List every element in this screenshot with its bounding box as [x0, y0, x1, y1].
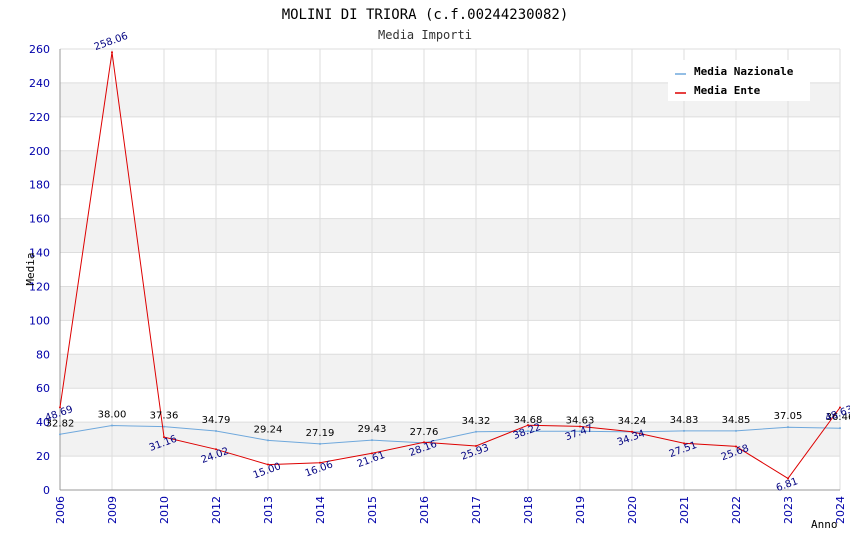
- data-label: 34.24: [618, 416, 647, 427]
- y-tick-label: 80: [36, 348, 50, 361]
- data-point: [163, 425, 165, 428]
- data-label: 34.79: [202, 415, 231, 426]
- grid-band: [60, 354, 840, 389]
- data-label: 38.00: [98, 410, 127, 421]
- data-point: [527, 430, 529, 433]
- grid-band: [60, 218, 840, 253]
- data-point: [111, 51, 113, 54]
- x-tick-label: 2020: [626, 496, 639, 524]
- data-point: [319, 461, 321, 464]
- x-tick-label: 2012: [210, 496, 223, 524]
- x-tick-label: 2019: [574, 496, 587, 524]
- data-label: 29.24: [254, 424, 283, 435]
- data-label: 34.85: [722, 415, 751, 426]
- data-point: [423, 441, 425, 444]
- data-point: [735, 445, 737, 448]
- data-point: [371, 452, 373, 455]
- data-point: [371, 439, 373, 442]
- grid-band: [60, 422, 840, 457]
- data-point: [163, 436, 165, 439]
- data-label: 32.82: [46, 418, 75, 429]
- grid-band: [60, 150, 840, 185]
- data-label: 34.68: [514, 415, 543, 426]
- data-point: [839, 427, 841, 430]
- y-tick-label: 0: [43, 484, 50, 497]
- x-tick-label: 2018: [522, 496, 535, 524]
- data-label: 27.19: [306, 428, 335, 439]
- y-tick-label: 160: [29, 213, 50, 226]
- data-point: [111, 424, 113, 427]
- y-tick-label: 260: [29, 43, 50, 56]
- chart-title: MOLINI DI TRIORA (c.f.00244230082): [282, 7, 569, 23]
- data-label: 36.46: [826, 412, 850, 423]
- x-axis-ticks: 2006 2009 2010 2012 2013 2014 2015 2016 2017 2018…: [54, 496, 847, 524]
- y-tick-label: 240: [29, 77, 50, 90]
- data-label: 27.76: [410, 427, 439, 438]
- y-tick-label: 120: [29, 280, 50, 293]
- plot-background: [60, 49, 840, 490]
- x-tick-label: 2013: [262, 496, 275, 524]
- y-axis-label: Media: [24, 252, 37, 285]
- y-tick-label: 180: [29, 179, 50, 192]
- x-tick-label: 2017: [470, 496, 483, 524]
- y-tick-label: 20: [36, 450, 50, 463]
- legend-box: [668, 60, 810, 101]
- y-tick-label: 220: [29, 111, 50, 124]
- series-line-media-nazionale: [59, 424, 841, 445]
- data-point: [267, 463, 269, 466]
- y-tick-label: 140: [29, 247, 50, 260]
- data-point: [319, 442, 321, 445]
- x-tick-label: 2023: [782, 496, 795, 524]
- x-tick-label: 2014: [314, 496, 327, 524]
- y-tick-label: 60: [36, 382, 50, 395]
- data-point: [527, 424, 529, 427]
- x-tick-label: 2006: [54, 496, 67, 524]
- x-tick-label: 2021: [678, 496, 691, 524]
- series-line-media-ente: [59, 52, 841, 480]
- data-point: [735, 429, 737, 432]
- x-tick-label: 2024: [834, 496, 847, 524]
- x-tick-label: 2015: [366, 496, 379, 524]
- legend-label: Media Ente: [694, 84, 761, 97]
- y-axis-ticks: 0 20 40 60 80 100 120 140 160 180 200 220 240 260: [29, 43, 50, 497]
- data-label: 37.05: [774, 411, 803, 422]
- data-point: [267, 439, 269, 442]
- data-label: 34.63: [566, 415, 595, 426]
- data-label: 34.32: [462, 416, 491, 427]
- series: [59, 51, 841, 480]
- x-axis-label: Anno: [811, 518, 838, 531]
- legend: Media Nazionale Media Ente: [668, 60, 810, 101]
- x-tick-label: 2022: [730, 496, 743, 524]
- y-tick-label: 40: [36, 416, 50, 429]
- gridlines: [59, 48, 841, 491]
- data-point: [839, 406, 841, 409]
- x-tick-label: 2009: [106, 496, 119, 524]
- data-point: [59, 433, 61, 436]
- data-point: [631, 430, 633, 433]
- plot-area: [60, 49, 840, 490]
- x-tick-label: 2016: [418, 496, 431, 524]
- data-point: [475, 430, 477, 433]
- data-label: 37.36: [150, 411, 179, 422]
- data-label: 34.83: [670, 415, 699, 426]
- data-label: 29.43: [358, 424, 387, 435]
- y-tick-label: 200: [29, 145, 50, 158]
- legend-label: Media Nazionale: [694, 65, 794, 78]
- data-point: [579, 430, 581, 433]
- data-point: [475, 445, 477, 448]
- data-point: [787, 426, 789, 429]
- data-point: [683, 442, 685, 445]
- data-point: [683, 429, 685, 432]
- x-tick-label: 2010: [158, 496, 171, 524]
- data-point: [579, 425, 581, 428]
- y-tick-label: 100: [29, 314, 50, 327]
- data-point: [59, 406, 61, 409]
- data-point: [215, 429, 217, 432]
- chart-subtitle: Media Importi: [378, 28, 472, 42]
- data-point: [787, 477, 789, 480]
- grid-band: [60, 286, 840, 321]
- data-point: [215, 448, 217, 451]
